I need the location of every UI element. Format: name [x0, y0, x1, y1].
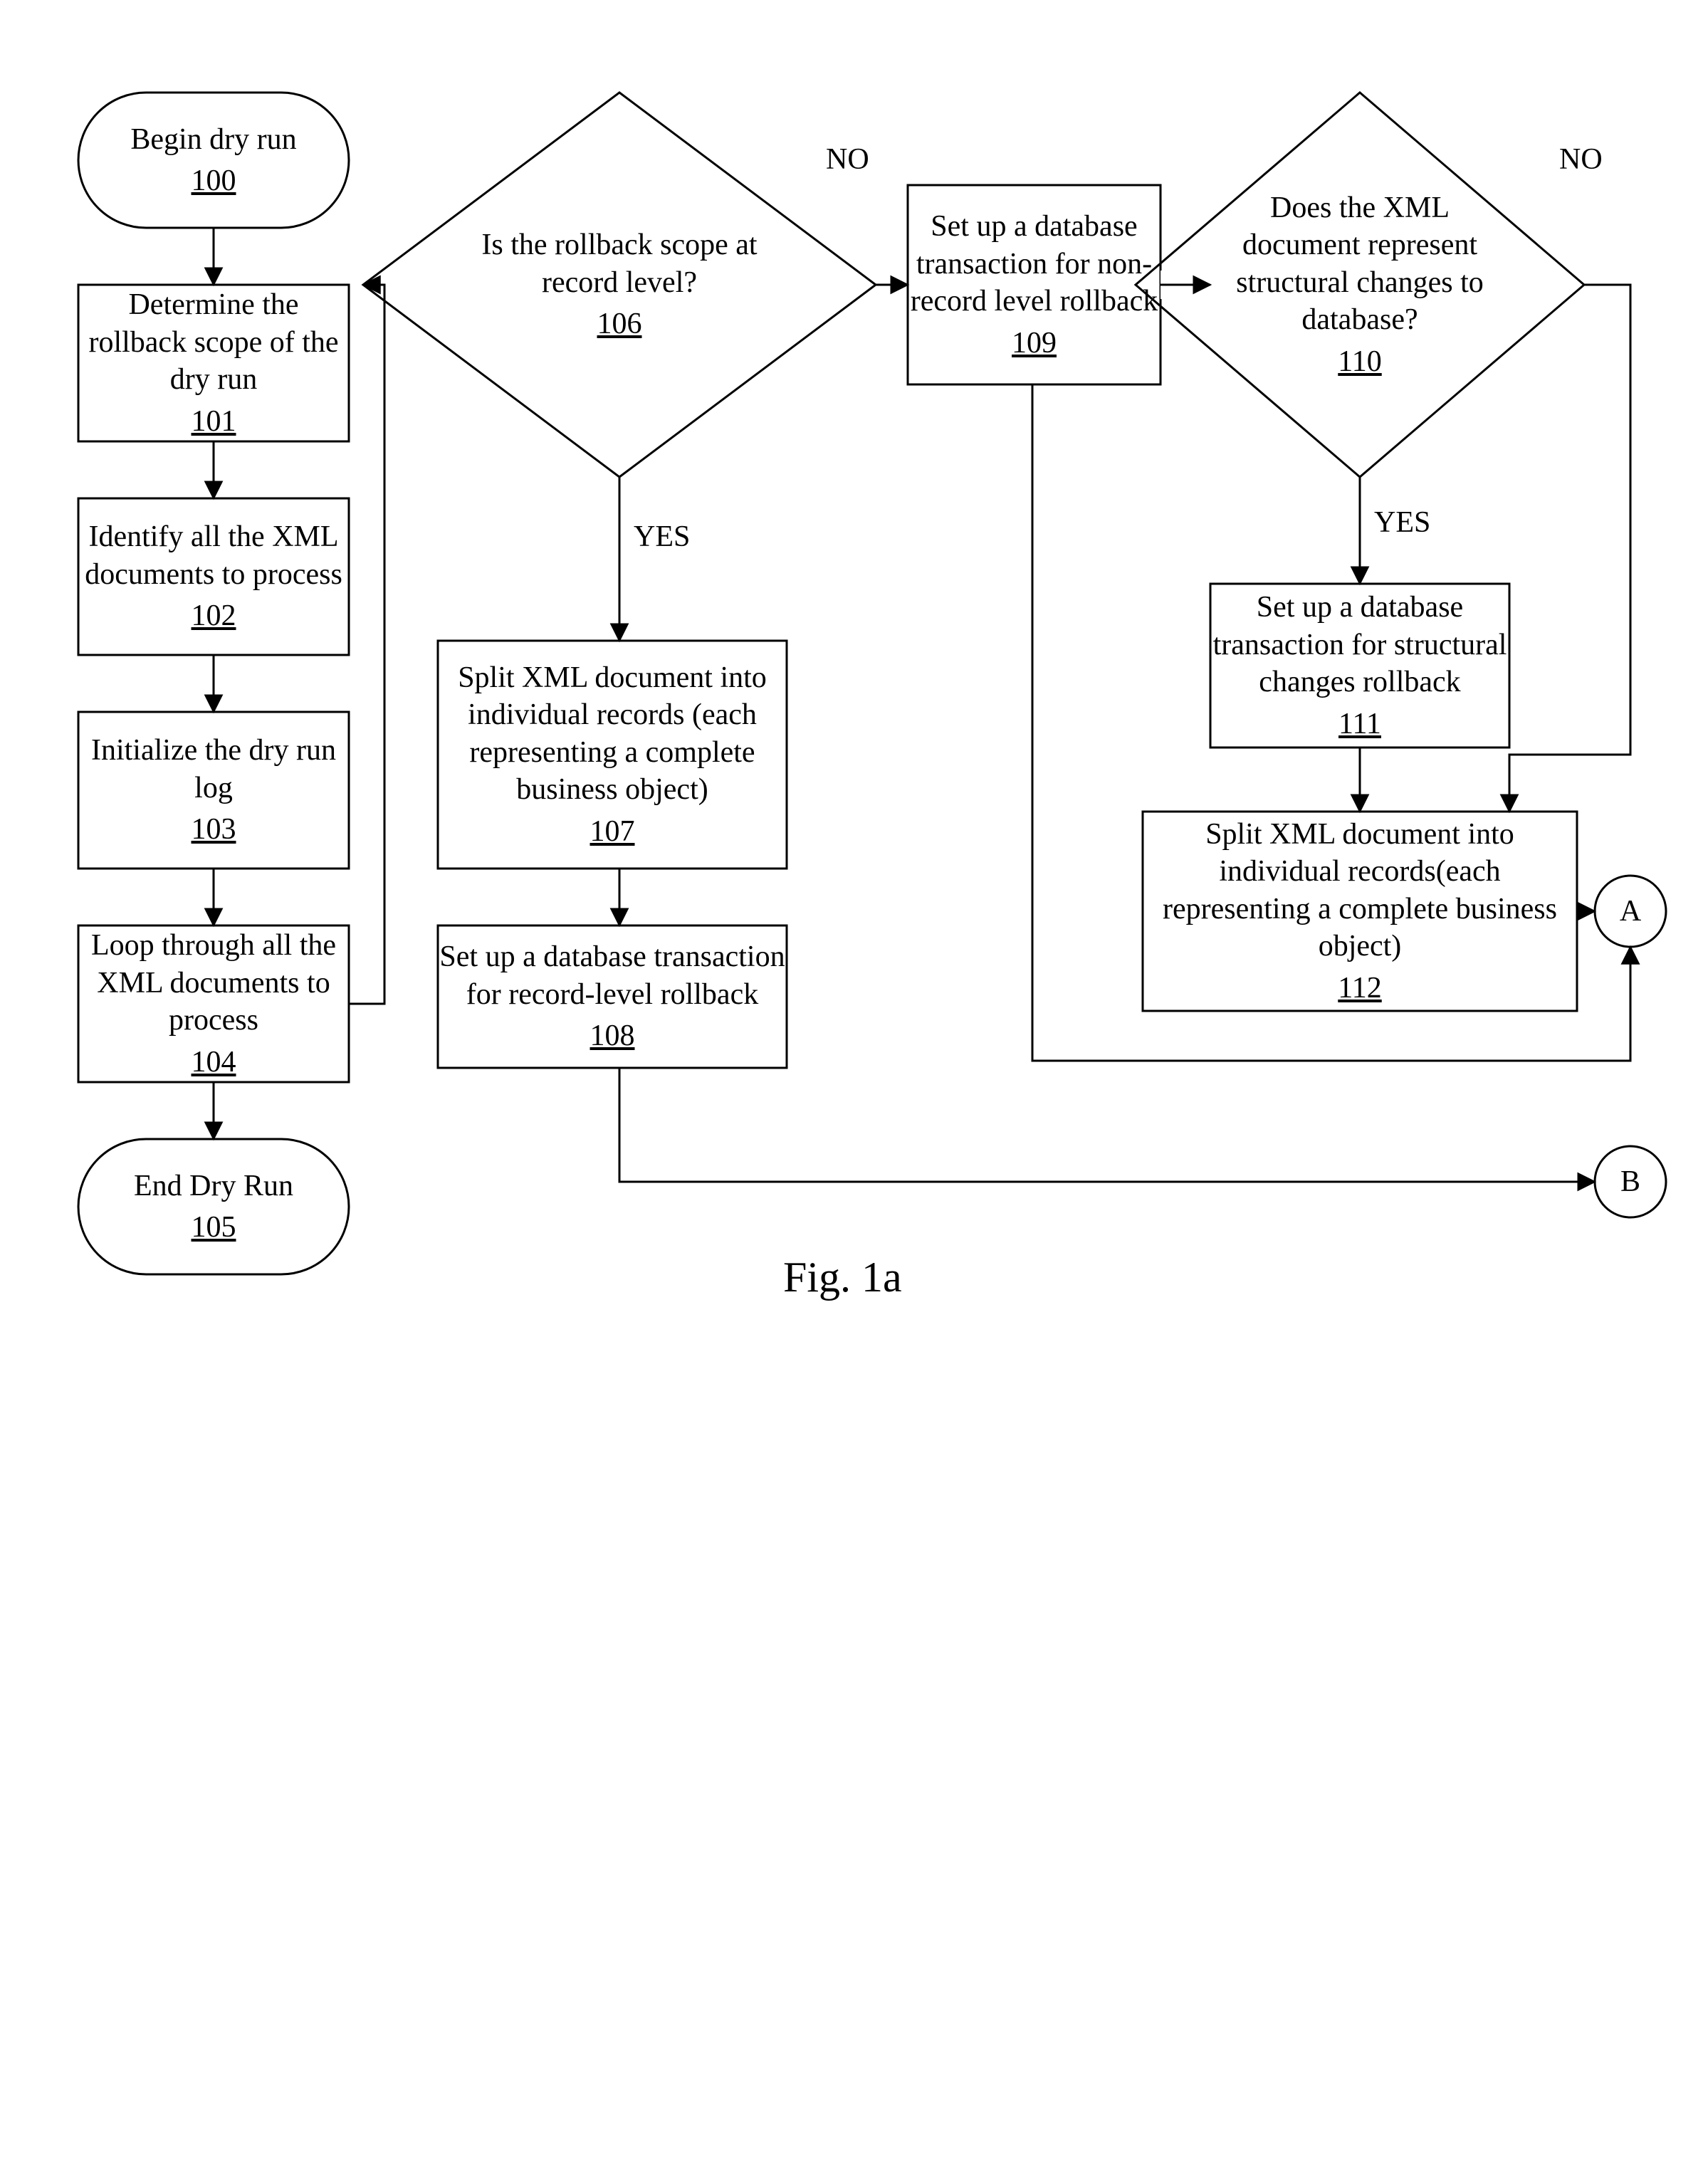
node-112: Split XML document into individual recor…	[1143, 812, 1577, 1011]
node-102-num: 102	[192, 597, 236, 635]
node-103-num: 103	[192, 811, 236, 849]
node-112-text: Split XML document into individual recor…	[1143, 816, 1577, 965]
node-109-num: 109	[1012, 325, 1057, 362]
node-103-text: Initialize the dry run log	[78, 732, 349, 807]
node-111: Set up a database transaction for struct…	[1210, 584, 1509, 748]
node-101-num: 101	[192, 403, 236, 441]
label-106-no: NO	[826, 142, 869, 177]
node-104-text: Loop through all the XML documents to pr…	[78, 927, 349, 1039]
node-100: Begin dry run 100	[78, 93, 349, 228]
node-111-num: 111	[1338, 706, 1381, 743]
node-101-text: Determine the rollback scope of the dry …	[78, 286, 349, 399]
node-103: Initialize the dry run log 103	[78, 712, 349, 869]
node-106: Is the rollback scope at record level? 1…	[456, 185, 783, 384]
node-105-text: End Dry Run	[134, 1168, 293, 1205]
node-107: Split XML document into individual recor…	[438, 641, 787, 869]
node-106-text: Is the rollback scope at record level?	[456, 226, 783, 301]
connector-b: B	[1609, 1165, 1652, 1199]
node-108: Set up a database transaction for record…	[438, 925, 787, 1068]
label-110-yes: YES	[1374, 505, 1430, 540]
node-107-num: 107	[590, 813, 635, 851]
node-100-num: 100	[192, 162, 236, 200]
node-111-text: Set up a database transaction for struct…	[1210, 589, 1509, 701]
node-107-text: Split XML document into individual recor…	[438, 659, 787, 809]
node-104-num: 104	[192, 1044, 236, 1081]
node-108-num: 108	[590, 1017, 635, 1055]
node-110-num: 110	[1338, 343, 1381, 381]
node-110: Does the XML document represent structur…	[1210, 164, 1509, 406]
node-106-num: 106	[597, 305, 642, 343]
node-104: Loop through all the XML documents to pr…	[78, 925, 349, 1082]
node-109: Set up a database transaction for non-re…	[908, 185, 1161, 384]
node-112-num: 112	[1338, 970, 1381, 1007]
node-100-text: Begin dry run	[130, 121, 296, 159]
node-105-num: 105	[192, 1209, 236, 1247]
node-102: Identify all the XML documents to proces…	[78, 498, 349, 655]
label-110-no: NO	[1559, 142, 1603, 177]
node-105: End Dry Run 105	[78, 1139, 349, 1274]
figure-caption: Fig. 1a	[783, 1253, 902, 1302]
node-102-text: Identify all the XML documents to proces…	[78, 518, 349, 593]
node-109-text: Set up a database transaction for non-re…	[908, 208, 1161, 320]
label-106-yes: YES	[634, 520, 690, 554]
node-108-text: Set up a database transaction for record…	[438, 938, 787, 1013]
node-110-text: Does the XML document represent structur…	[1210, 189, 1509, 339]
node-101: Determine the rollback scope of the dry …	[78, 285, 349, 441]
connector-a: A	[1609, 894, 1652, 928]
